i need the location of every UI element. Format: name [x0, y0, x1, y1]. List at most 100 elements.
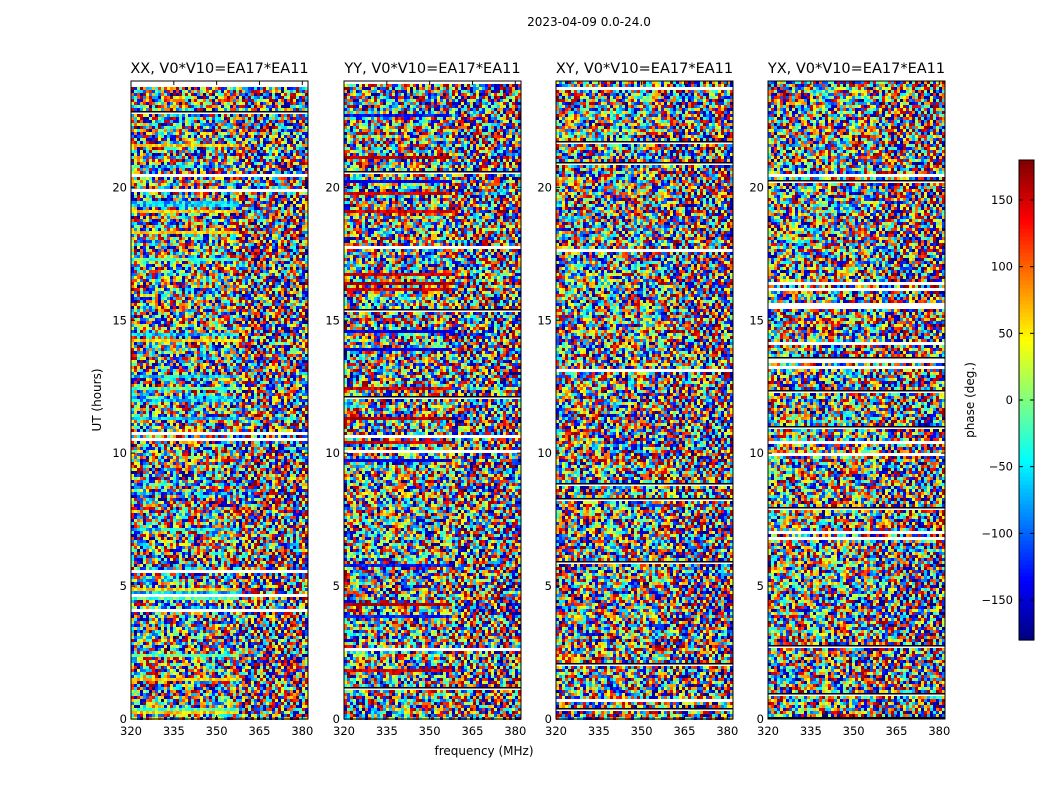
- scan-boundary: [768, 693, 945, 695]
- colorbar-segment: [1019, 568, 1034, 573]
- colorbar-segment: [1019, 516, 1034, 521]
- colorbar-segment: [1019, 404, 1034, 409]
- panel-frame: [343, 80, 522, 720]
- colorbar-segment: [1019, 264, 1034, 269]
- y-tick-label: 5: [120, 579, 127, 593]
- colorbar-segment: [1019, 456, 1034, 461]
- figure-suptitle: 2023-04-09 0.0-24.0: [527, 15, 651, 29]
- colorbar-segment: [1019, 572, 1034, 577]
- colorbar-segment: [1019, 176, 1034, 181]
- x-tick-label: 335: [376, 724, 398, 738]
- colorbar-segment: [1019, 476, 1034, 481]
- x-tick-label: 335: [163, 724, 185, 738]
- colorbar-tick-label: 150: [991, 193, 1013, 207]
- colorbar-segment: [1019, 180, 1034, 185]
- scan-boundary: [768, 180, 945, 182]
- colorbar-segment: [1019, 200, 1034, 205]
- colorbar-segment: [1019, 400, 1034, 405]
- colorbar-segment: [1019, 508, 1034, 513]
- colorbar: 150 100 50 0 −50 −100 −150: [981, 159, 1035, 641]
- colorbar-segment: [1019, 616, 1034, 621]
- scan-boundary: [556, 483, 733, 485]
- colorbar-segment: [1019, 512, 1034, 517]
- x-tick-label: 350: [419, 724, 441, 738]
- colorbar-segment: [1019, 564, 1034, 569]
- colorbar-segment: [1019, 472, 1034, 477]
- colorbar-segment: [1019, 500, 1034, 505]
- panel-frame: [555, 80, 734, 720]
- colorbar-segment: [1019, 392, 1034, 397]
- colorbar-segment: [1019, 396, 1034, 401]
- y-tick-label: 15: [537, 313, 552, 327]
- colorbar-segment: [1019, 468, 1034, 473]
- colorbar-segment: [1019, 224, 1034, 229]
- y-tick-label: 20: [112, 180, 127, 194]
- y-tick-label: 20: [749, 180, 764, 194]
- colorbar-segment: [1019, 540, 1034, 545]
- colorbar-segment: [1019, 584, 1034, 589]
- x-tick-label: 380: [716, 724, 738, 738]
- colorbar-segment: [1019, 348, 1034, 353]
- scan-boundary: [556, 561, 733, 563]
- y-tick-label: 20: [325, 180, 340, 194]
- colorbar-segment: [1019, 268, 1034, 273]
- colorbar-segment: [1019, 480, 1034, 485]
- colorbar-segment: [1019, 452, 1034, 457]
- colorbar-segment: [1019, 612, 1034, 617]
- scan-boundary: [344, 309, 521, 311]
- y-tick-label: 0: [757, 712, 764, 726]
- x-axis-label: frequency (MHz): [434, 744, 533, 758]
- y-tick-label: 15: [325, 313, 340, 327]
- colorbar-segment: [1019, 424, 1034, 429]
- panels: XX, V0*V10=EA17*EA11 320 335 350 365 380 0 5 10 1…: [112, 61, 950, 738]
- colorbar-segment: [1019, 388, 1034, 393]
- colorbar-segment: [1019, 548, 1034, 553]
- colorbar-segment: [1019, 380, 1034, 385]
- x-tick-label: 335: [800, 724, 822, 738]
- colorbar-segment: [1019, 208, 1034, 213]
- x-tick-label: 320: [757, 724, 779, 738]
- y-axis-label: UT (hours): [90, 368, 104, 431]
- scan-boundary: [556, 162, 733, 164]
- colorbar-segment: [1019, 636, 1034, 641]
- colorbar-segment: [1019, 248, 1034, 253]
- colorbar-segment: [1019, 192, 1034, 197]
- colorbar-segment: [1019, 280, 1034, 285]
- colorbar-segment: [1019, 520, 1034, 525]
- x-tick-label: 335: [588, 724, 610, 738]
- y-tick-label: 0: [333, 712, 340, 726]
- colorbar-segment: [1019, 188, 1034, 193]
- scan-boundary: [344, 687, 521, 689]
- y-tick-label: 5: [545, 579, 552, 593]
- x-tick-label: 380: [928, 724, 950, 738]
- scan-boundary: [556, 663, 733, 665]
- colorbar-segment: [1019, 632, 1034, 637]
- x-tick-label: 320: [120, 724, 142, 738]
- scan-boundary: [344, 171, 521, 173]
- colorbar-segment: [1019, 252, 1034, 257]
- colorbar-segment: [1019, 552, 1034, 557]
- scan-boundary: [768, 426, 945, 428]
- colorbar-segment: [1019, 324, 1034, 329]
- y-tick-label: 10: [112, 446, 127, 460]
- x-tick-label: 380: [291, 724, 313, 738]
- y-tick-label: 15: [112, 313, 127, 327]
- colorbar-segment: [1019, 440, 1034, 445]
- colorbar-segment: [1019, 596, 1034, 601]
- y-tick-label: 0: [545, 712, 552, 726]
- colorbar-segment: [1019, 292, 1034, 297]
- x-tick-label: 350: [843, 724, 865, 738]
- colorbar-segment: [1019, 420, 1034, 425]
- y-tick-label: 15: [749, 313, 764, 327]
- colorbar-segment: [1019, 496, 1034, 501]
- colorbar-segment: [1019, 216, 1034, 221]
- colorbar-segment: [1019, 320, 1034, 325]
- colorbar-segment: [1019, 316, 1034, 321]
- colorbar-segment: [1019, 368, 1034, 373]
- colorbar-segment: [1019, 356, 1034, 361]
- panel-frame: [130, 80, 309, 720]
- colorbar-segment: [1019, 344, 1034, 349]
- colorbar-segment: [1019, 340, 1034, 345]
- colorbar-segment: [1019, 308, 1034, 313]
